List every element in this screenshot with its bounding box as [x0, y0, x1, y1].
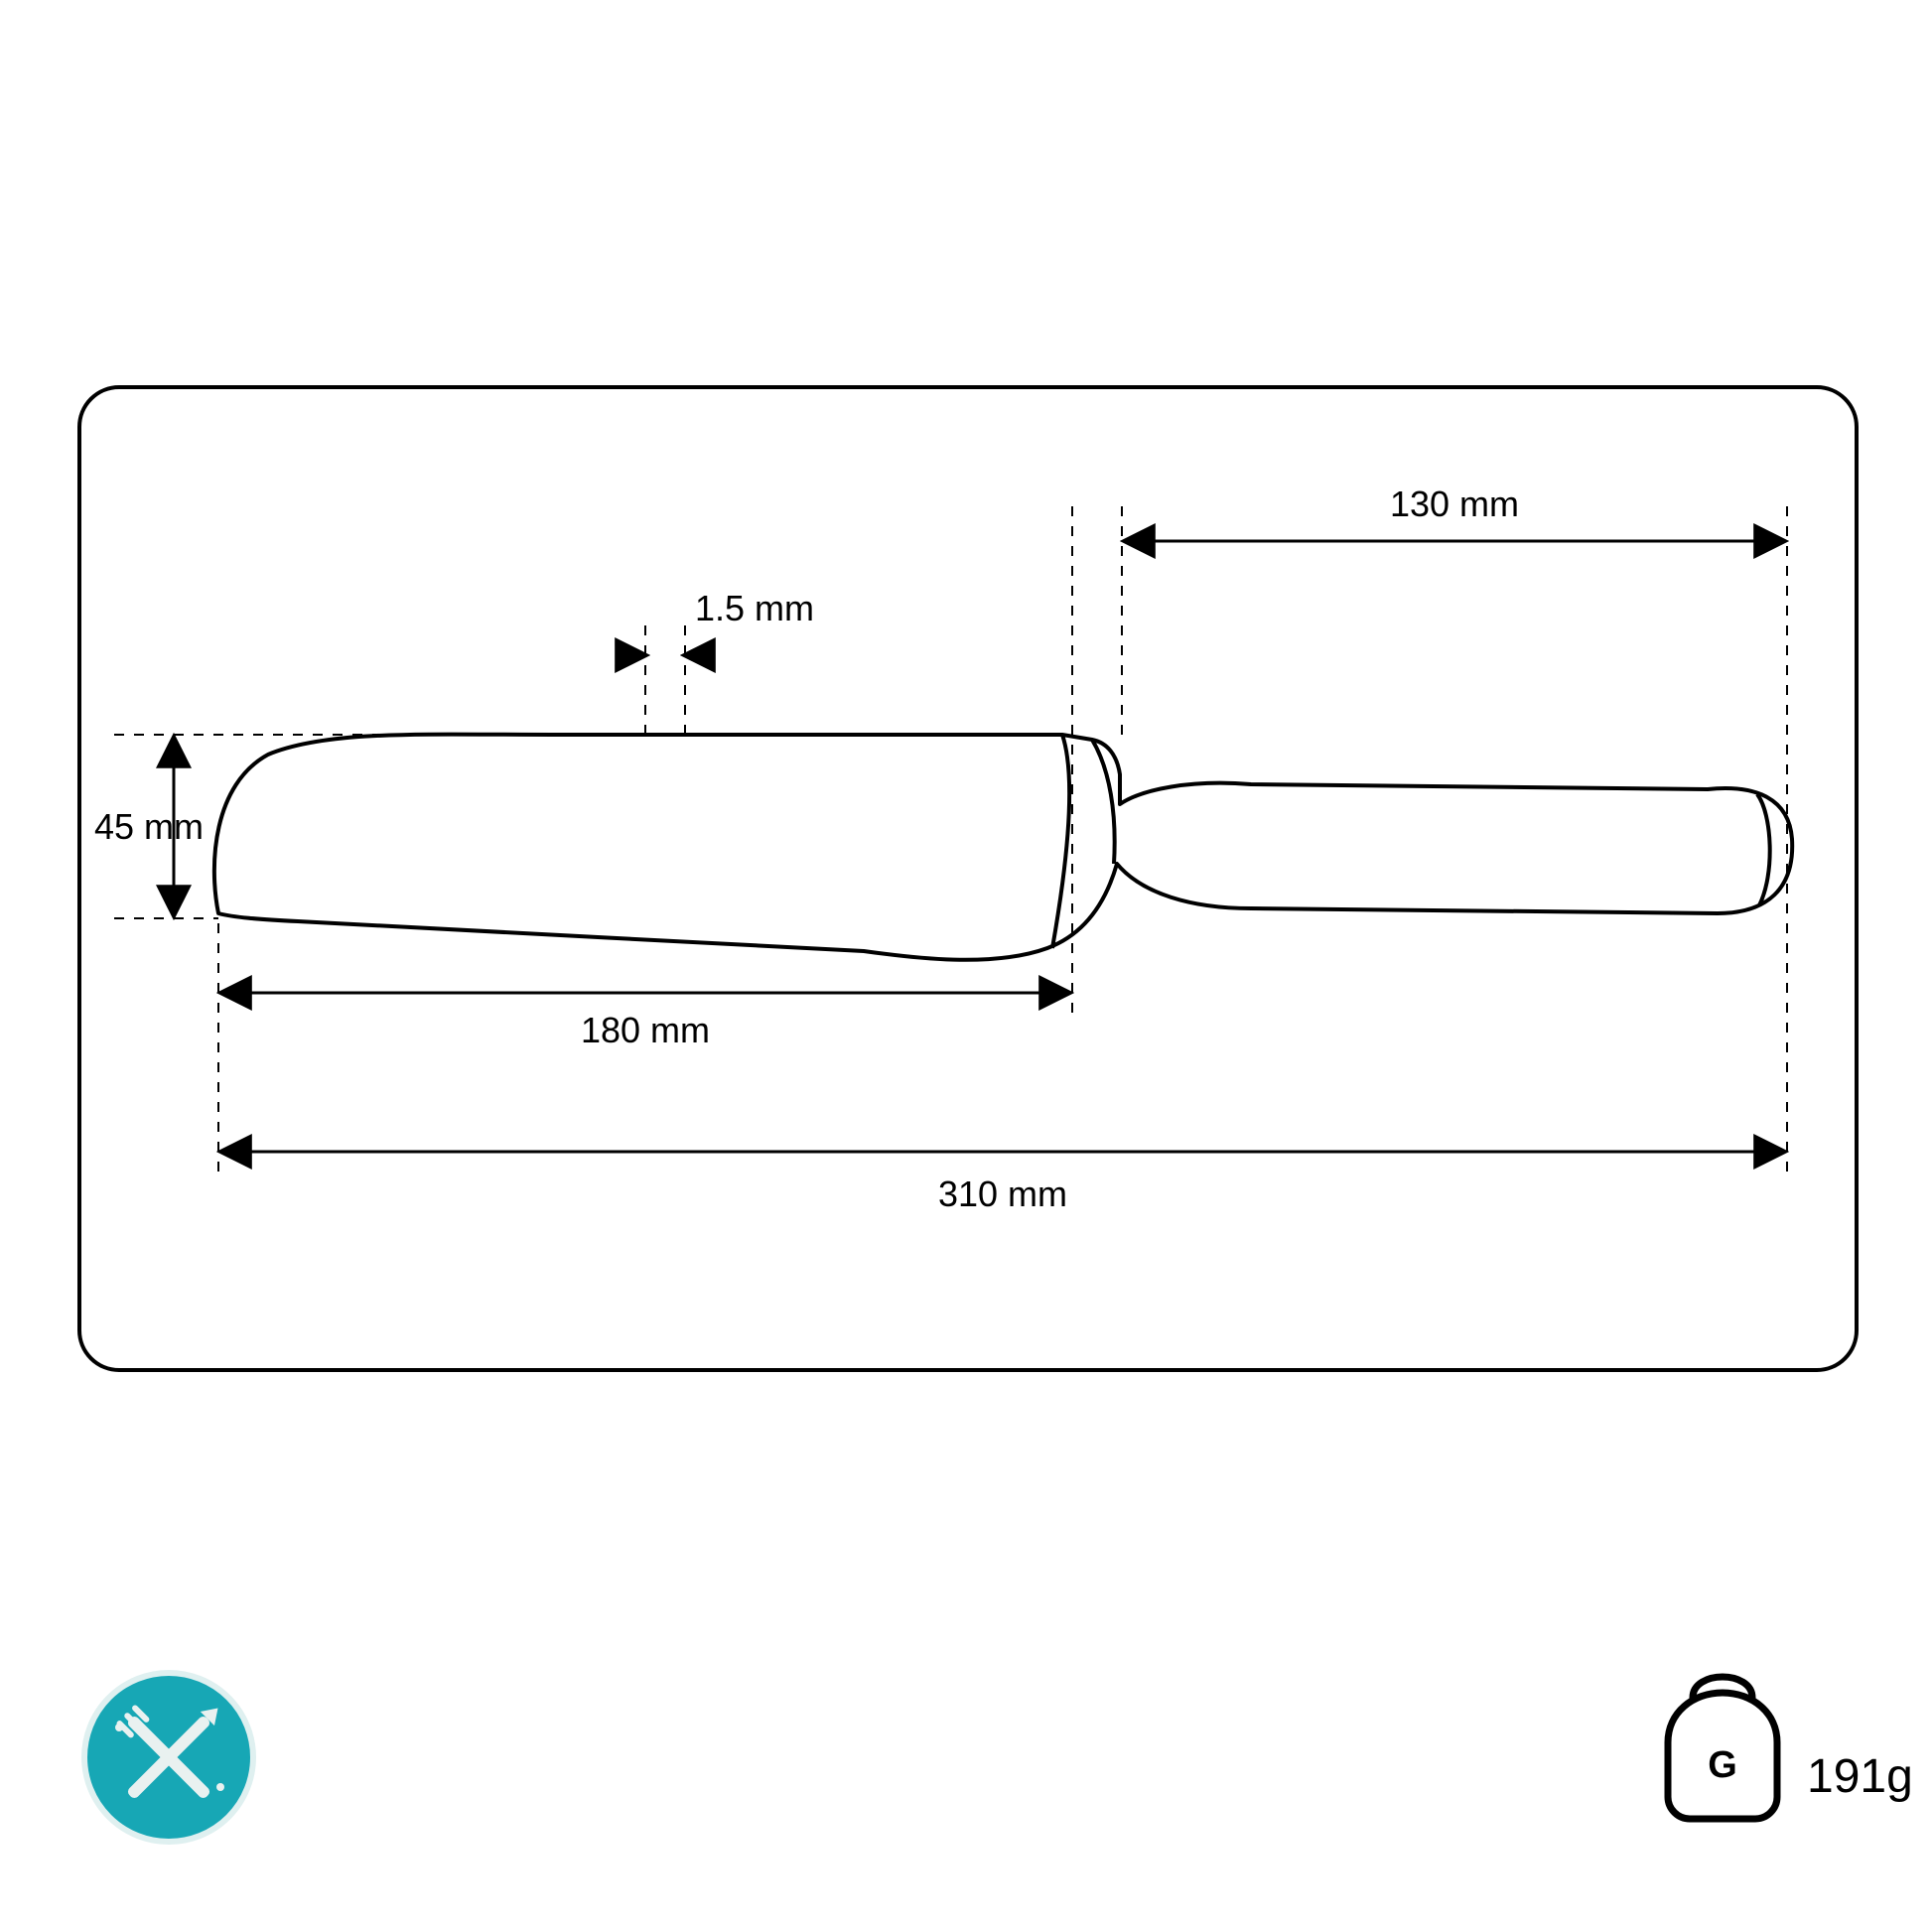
- dim-total-length: 310 mm: [223, 1152, 1782, 1214]
- category-badge: [84, 1673, 253, 1842]
- knife-diagram: 130 mm 1.5 mm 45 mm 180 mm 310 mm: [0, 0, 1932, 1932]
- dim-blade-thickness: 1.5 mm: [616, 588, 814, 655]
- dim-blade-length: 180 mm: [223, 993, 1067, 1050]
- weight-icon: G: [1668, 1677, 1777, 1819]
- dim-blade-height: 45 mm: [94, 740, 204, 913]
- label-total-length: 310 mm: [938, 1173, 1067, 1214]
- weight-icon-letter: G: [1708, 1744, 1737, 1786]
- label-handle-length: 130 mm: [1390, 483, 1519, 524]
- label-blade-length: 180 mm: [581, 1010, 710, 1050]
- label-blade-height: 45 mm: [94, 806, 204, 847]
- dim-handle-length: 130 mm: [1127, 483, 1782, 541]
- label-blade-thickness: 1.5 mm: [695, 588, 814, 628]
- weight-indicator: G 191g: [1668, 1677, 1913, 1819]
- weight-label: 191g: [1807, 1750, 1913, 1803]
- knife-outline: [214, 735, 1792, 960]
